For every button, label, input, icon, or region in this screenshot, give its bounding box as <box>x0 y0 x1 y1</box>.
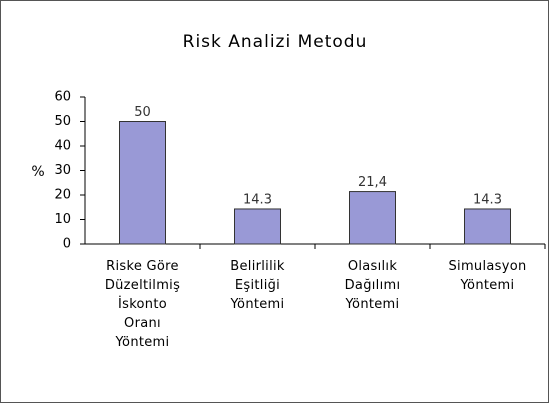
y-tick-label: 20 <box>54 188 71 203</box>
bar <box>464 208 511 245</box>
bar <box>119 121 166 245</box>
y-axis-label: % <box>31 164 44 180</box>
y-tick-label: 10 <box>54 212 71 227</box>
value-label: 14.3 <box>243 192 272 207</box>
x-tick-label: Simulasyon Yöntemi <box>448 259 527 293</box>
value-label: 50 <box>134 105 151 120</box>
y-tick-label: 0 <box>63 237 71 252</box>
x-tick-label: Belirlilik Eşitliği Yöntemi <box>230 259 285 312</box>
y-tick-label: 60 <box>54 90 71 105</box>
y-tick-label: 30 <box>54 163 71 178</box>
value-label: 14.3 <box>473 192 502 207</box>
x-tick-label: Riske Göre Düzeltilmiş İskonto Oranı Yön… <box>104 259 181 350</box>
bar <box>234 208 281 245</box>
x-tick-label: Olasılık Dağılımı Yöntemi <box>344 259 401 312</box>
y-tick-label: 40 <box>54 139 71 154</box>
value-label: 21,4 <box>358 175 387 190</box>
chart-title: Risk Analizi Metodu <box>183 32 368 52</box>
bar <box>349 191 396 245</box>
y-tick-label: 50 <box>54 114 71 129</box>
